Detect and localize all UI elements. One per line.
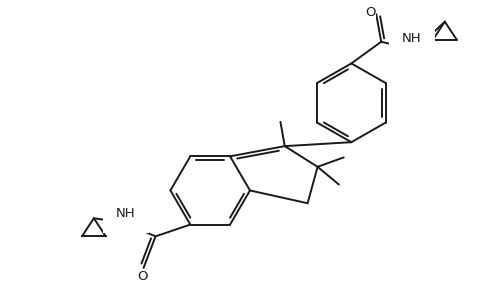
Text: NH: NH <box>116 207 136 220</box>
Text: NH: NH <box>402 32 422 45</box>
Text: O: O <box>138 270 148 283</box>
Text: O: O <box>365 6 376 19</box>
